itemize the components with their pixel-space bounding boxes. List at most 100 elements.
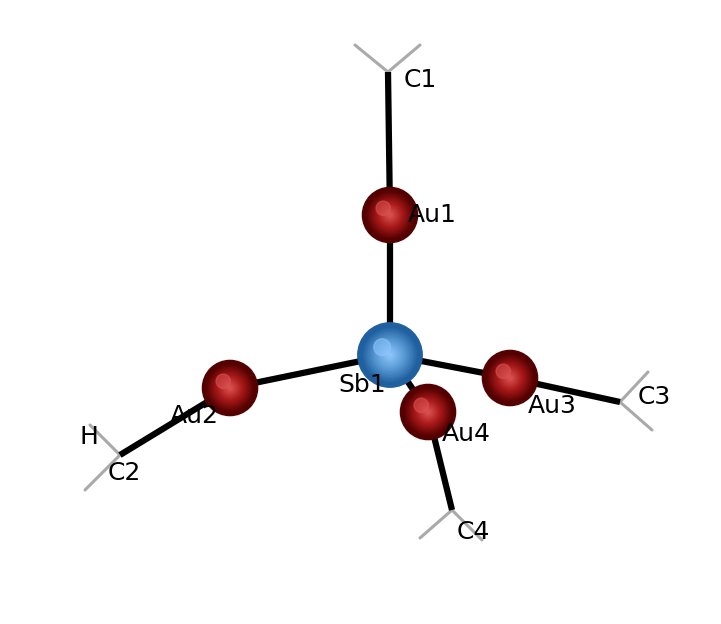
Circle shape: [373, 198, 407, 232]
Text: C3: C3: [638, 385, 671, 409]
Circle shape: [414, 398, 428, 412]
Circle shape: [487, 355, 533, 401]
Circle shape: [366, 331, 414, 379]
Circle shape: [379, 344, 401, 366]
Circle shape: [380, 345, 400, 365]
Text: Au4: Au4: [442, 422, 491, 446]
Text: Au2: Au2: [170, 404, 219, 428]
Circle shape: [491, 359, 529, 397]
Circle shape: [427, 411, 429, 413]
Circle shape: [377, 343, 402, 368]
Circle shape: [498, 366, 522, 390]
Circle shape: [493, 361, 527, 395]
Circle shape: [373, 339, 391, 356]
Circle shape: [379, 204, 401, 226]
Circle shape: [219, 377, 241, 399]
Text: C1: C1: [404, 68, 437, 92]
Circle shape: [405, 389, 451, 435]
Circle shape: [425, 408, 432, 416]
Circle shape: [417, 401, 439, 423]
Circle shape: [422, 406, 434, 418]
Circle shape: [358, 323, 423, 388]
Circle shape: [378, 203, 402, 227]
Circle shape: [385, 210, 395, 220]
Circle shape: [384, 349, 396, 361]
Circle shape: [224, 382, 236, 394]
Circle shape: [376, 201, 391, 215]
Text: C2: C2: [108, 461, 141, 485]
Circle shape: [203, 361, 257, 416]
Circle shape: [365, 330, 415, 380]
Circle shape: [218, 376, 242, 400]
Circle shape: [214, 373, 246, 404]
Text: Sb1: Sb1: [338, 373, 386, 397]
Circle shape: [216, 374, 231, 389]
Circle shape: [404, 388, 452, 436]
Circle shape: [210, 368, 250, 408]
Circle shape: [363, 328, 417, 382]
Circle shape: [228, 386, 232, 391]
Circle shape: [362, 327, 418, 383]
Circle shape: [216, 374, 244, 402]
Circle shape: [374, 200, 406, 231]
Circle shape: [496, 364, 510, 379]
Circle shape: [375, 339, 405, 371]
Circle shape: [211, 369, 249, 407]
Circle shape: [490, 358, 531, 398]
Text: C4: C4: [457, 520, 490, 544]
Circle shape: [383, 208, 397, 222]
Circle shape: [425, 409, 430, 414]
Circle shape: [363, 187, 417, 243]
Circle shape: [495, 363, 526, 394]
Circle shape: [508, 376, 513, 381]
Circle shape: [412, 396, 443, 427]
Circle shape: [366, 191, 414, 239]
Circle shape: [387, 352, 393, 358]
Circle shape: [381, 346, 399, 363]
Circle shape: [505, 373, 515, 383]
Circle shape: [410, 394, 446, 430]
Circle shape: [213, 371, 247, 405]
Circle shape: [482, 351, 538, 406]
Circle shape: [504, 372, 516, 384]
Circle shape: [384, 209, 396, 221]
Circle shape: [226, 384, 234, 392]
Circle shape: [225, 383, 235, 392]
Circle shape: [423, 407, 433, 417]
Circle shape: [368, 333, 412, 378]
Circle shape: [367, 192, 413, 238]
Circle shape: [381, 207, 399, 223]
Circle shape: [208, 366, 252, 409]
Circle shape: [373, 338, 407, 372]
Circle shape: [497, 365, 523, 391]
Circle shape: [416, 400, 440, 424]
Circle shape: [229, 387, 231, 389]
Circle shape: [500, 368, 520, 388]
Circle shape: [407, 391, 450, 434]
Circle shape: [411, 395, 445, 429]
Circle shape: [400, 384, 456, 439]
Circle shape: [377, 202, 403, 228]
Circle shape: [415, 399, 441, 425]
Circle shape: [502, 369, 518, 386]
Circle shape: [371, 336, 410, 374]
Circle shape: [420, 404, 436, 421]
Circle shape: [370, 195, 410, 235]
Circle shape: [492, 360, 528, 396]
Circle shape: [376, 200, 404, 230]
Circle shape: [499, 367, 521, 389]
Circle shape: [368, 193, 412, 236]
Circle shape: [369, 334, 411, 376]
Circle shape: [409, 392, 447, 431]
Circle shape: [371, 196, 410, 234]
Circle shape: [389, 214, 392, 216]
Circle shape: [488, 356, 531, 399]
Circle shape: [503, 371, 517, 385]
Circle shape: [221, 378, 239, 397]
Circle shape: [376, 341, 404, 369]
Circle shape: [418, 402, 438, 422]
Text: Au1: Au1: [408, 203, 457, 227]
Circle shape: [421, 405, 435, 419]
Circle shape: [223, 381, 237, 395]
Circle shape: [386, 351, 394, 359]
